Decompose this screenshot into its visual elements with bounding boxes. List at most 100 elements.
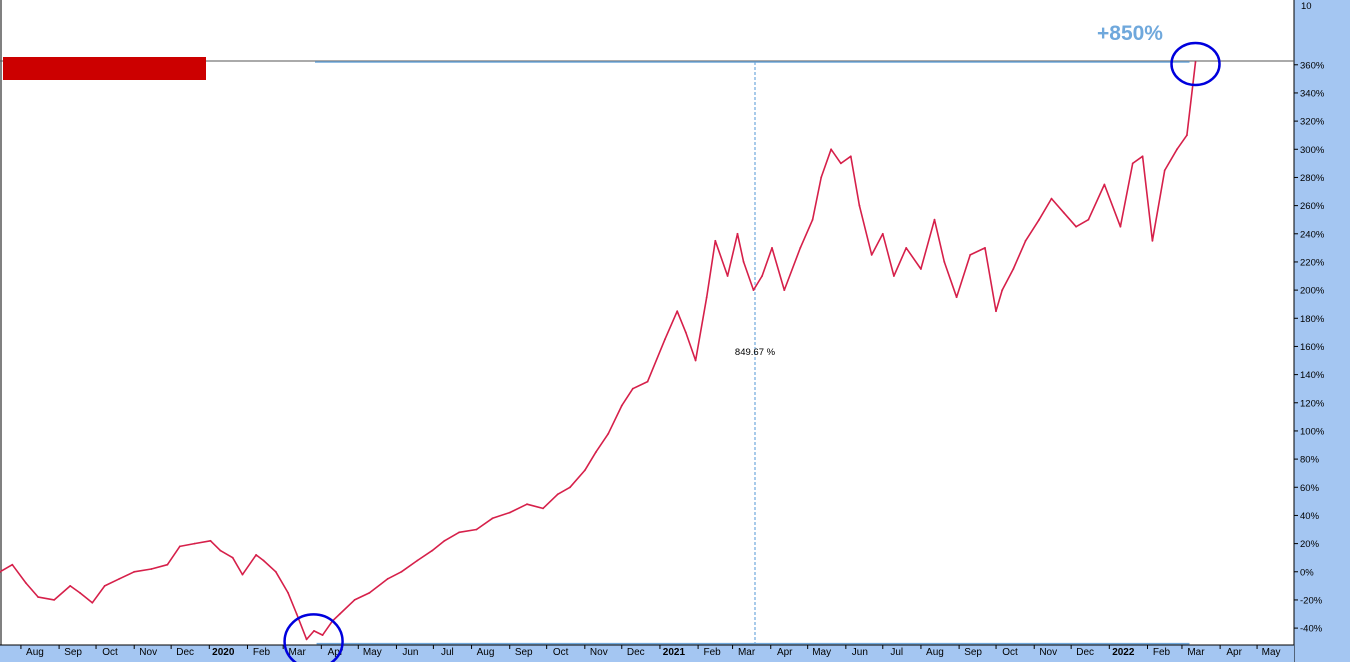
data-point: [694, 359, 697, 362]
data-point: [905, 247, 908, 249]
x-tick-label: Nov: [1039, 647, 1057, 658]
data-point: [676, 310, 679, 313]
x-tick-label: Jun: [402, 647, 418, 658]
x-tick-label: Jun: [852, 647, 868, 658]
y-tick-label: 300%: [1300, 145, 1325, 156]
y-tick-label: 20%: [1300, 539, 1320, 550]
y-tick-label: 220%: [1300, 257, 1325, 268]
x-tick-label: Jul: [890, 647, 903, 658]
x-tick-label: Sep: [64, 647, 82, 658]
x-tick-label: Feb: [703, 647, 721, 658]
data-point: [1176, 148, 1178, 151]
data-point: [1163, 169, 1166, 172]
data-point: [1087, 218, 1090, 221]
data-point: [761, 275, 763, 277]
data-point: [1131, 162, 1134, 165]
y-tick-label: -40%: [1300, 624, 1323, 635]
data-point: [742, 261, 745, 263]
data-point: [262, 559, 265, 562]
data-point: [664, 338, 666, 341]
data-point: [1038, 218, 1040, 221]
data-point: [1001, 289, 1004, 291]
x-tick-label: Sep: [964, 647, 982, 658]
data-point: [771, 247, 773, 249]
data-point: [631, 387, 634, 390]
x-tick-label: Dec: [176, 647, 194, 658]
x-tick-label: Mar: [738, 647, 756, 658]
data-point: [1119, 225, 1122, 228]
data-point: [1103, 183, 1106, 186]
data-point: [870, 254, 873, 256]
x-tick-label: 2022: [1112, 647, 1135, 658]
y-tick-label: 120%: [1300, 398, 1325, 409]
y-tick-label: -20%: [1300, 595, 1323, 606]
data-point: [705, 296, 708, 299]
data-point: [508, 511, 511, 514]
x-tick-label: Apr: [777, 647, 793, 658]
data-point: [79, 592, 81, 594]
y-tick-label: 140%: [1300, 370, 1325, 381]
data-point: [166, 563, 169, 566]
data-point: [556, 493, 559, 496]
data-point: [1062, 211, 1065, 214]
y-tick-label: 320%: [1300, 117, 1325, 128]
series-line: [0, 61, 1197, 641]
y-tick-label: 260%: [1300, 201, 1325, 212]
y-tick-label: 180%: [1300, 314, 1325, 325]
x-tick-label: Oct: [553, 647, 569, 658]
data-point: [984, 247, 986, 249]
x-tick-label: Aug: [926, 647, 944, 658]
x-tick-label: May: [363, 647, 382, 658]
x-tick-label: Oct: [102, 647, 118, 658]
data-point: [133, 570, 136, 573]
x-tick-label: May: [812, 647, 831, 658]
data-point: [209, 539, 212, 542]
data-point: [274, 570, 277, 573]
data-point: [646, 380, 649, 383]
y-tick-label: 0%: [1300, 567, 1314, 578]
data-point: [287, 592, 289, 594]
y-tick-label: 340%: [1300, 88, 1325, 99]
y-tick-label: 160%: [1300, 342, 1325, 353]
data-point: [881, 232, 884, 235]
data-point: [620, 404, 623, 407]
data-point: [1012, 268, 1015, 270]
y-tick-label: 60%: [1300, 483, 1320, 494]
data-point: [714, 239, 717, 242]
data-point: [231, 556, 234, 559]
data-point: [458, 531, 461, 534]
data-point: [338, 613, 341, 615]
data-point: [219, 549, 222, 552]
data-point: [150, 568, 153, 570]
data-point: [431, 549, 434, 552]
data-point: [920, 268, 922, 270]
data-point: [313, 630, 315, 632]
data-point: [955, 296, 958, 299]
y-axis-panel: [1294, 0, 1350, 662]
data-point: [53, 599, 56, 601]
data-point: [255, 554, 257, 556]
data-point: [491, 517, 494, 520]
data-point: [858, 204, 861, 207]
data-point: [368, 592, 371, 594]
data-point: [840, 162, 842, 165]
data-point: [607, 432, 610, 435]
gain-callout: +850%: [1097, 22, 1163, 45]
data-point: [1186, 134, 1188, 137]
x-tick-label: Apr: [1226, 647, 1242, 658]
x-tick-label: Nov: [139, 647, 157, 658]
y-tick-label: 40%: [1300, 511, 1320, 522]
x-tick-label: May: [1262, 647, 1281, 658]
y-axis-ticks: -40% -20% 0% 20% 40% 60% 80% 100% 120% 140% 160% 18…: [1294, 60, 1325, 635]
series-points: [0, 61, 1197, 641]
data-point: [995, 310, 997, 313]
y-tick-label: 240%: [1300, 229, 1325, 240]
data-point: [118, 577, 121, 580]
x-tick-label: Mar: [289, 647, 307, 658]
data-point: [91, 601, 94, 604]
y-tick-label: 360%: [1300, 60, 1325, 71]
data-point: [783, 289, 786, 291]
data-point: [295, 613, 298, 615]
data-point: [178, 545, 181, 548]
